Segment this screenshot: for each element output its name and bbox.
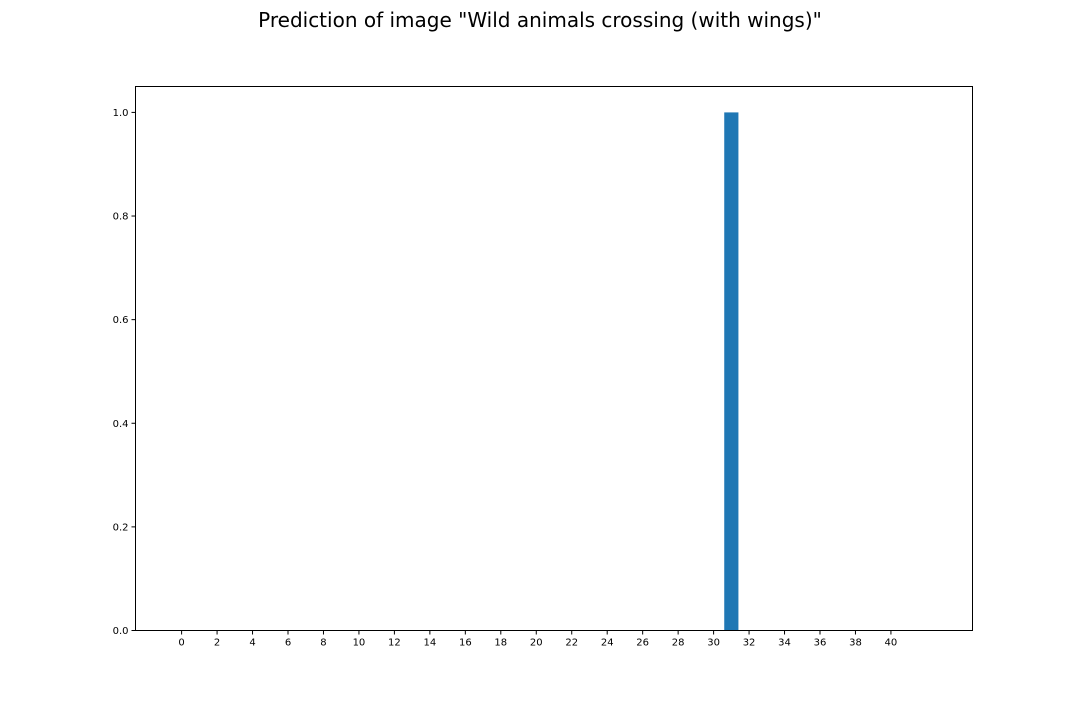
x-tick-label: 36 [814,638,827,649]
y-tick-label: 0.8 [113,212,129,223]
x-tick-label: 4 [249,638,255,649]
bar-31 [724,112,739,631]
x-tick-label: 18 [494,638,507,649]
x-tick-label: 12 [388,638,401,649]
x-tick-label: 6 [285,638,291,649]
x-tick-label: 22 [565,638,578,649]
x-tick-label: 40 [885,638,898,649]
x-axis: 0 2 4 6 8 10 12 14 16 18 20 22 24 26 28 30 32 34 36 38 40 [178,630,898,649]
x-tick-label: 10 [353,638,366,649]
y-tick-label: 0.6 [113,315,129,326]
x-tick-label: 8 [320,638,326,649]
x-tick-label: 30 [707,638,720,649]
x-tick-label: 32 [743,638,756,649]
x-tick-label: 28 [672,638,685,649]
x-tick-label: 0 [178,638,184,649]
y-tick-label: 1.0 [113,108,129,119]
x-tick-label: 34 [778,638,791,649]
x-tick-label: 2 [214,638,220,649]
x-tick-label: 14 [424,638,437,649]
y-tick-label: 0.4 [113,419,129,430]
y-tick-label: 0.0 [113,626,129,637]
y-axis: 0.0 0.2 0.4 0.6 0.8 1.0 [113,108,136,637]
x-tick-label: 20 [530,638,543,649]
plot-frame [135,86,973,631]
x-tick-label: 16 [459,638,472,649]
y-tick-label: 0.2 [113,522,129,533]
x-tick-label: 26 [636,638,649,649]
x-tick-label: 38 [849,638,862,649]
chart-title: Prediction of image "Wild animals crossi… [258,8,822,32]
x-tick-label: 24 [601,638,614,649]
bars-layer [724,112,739,631]
